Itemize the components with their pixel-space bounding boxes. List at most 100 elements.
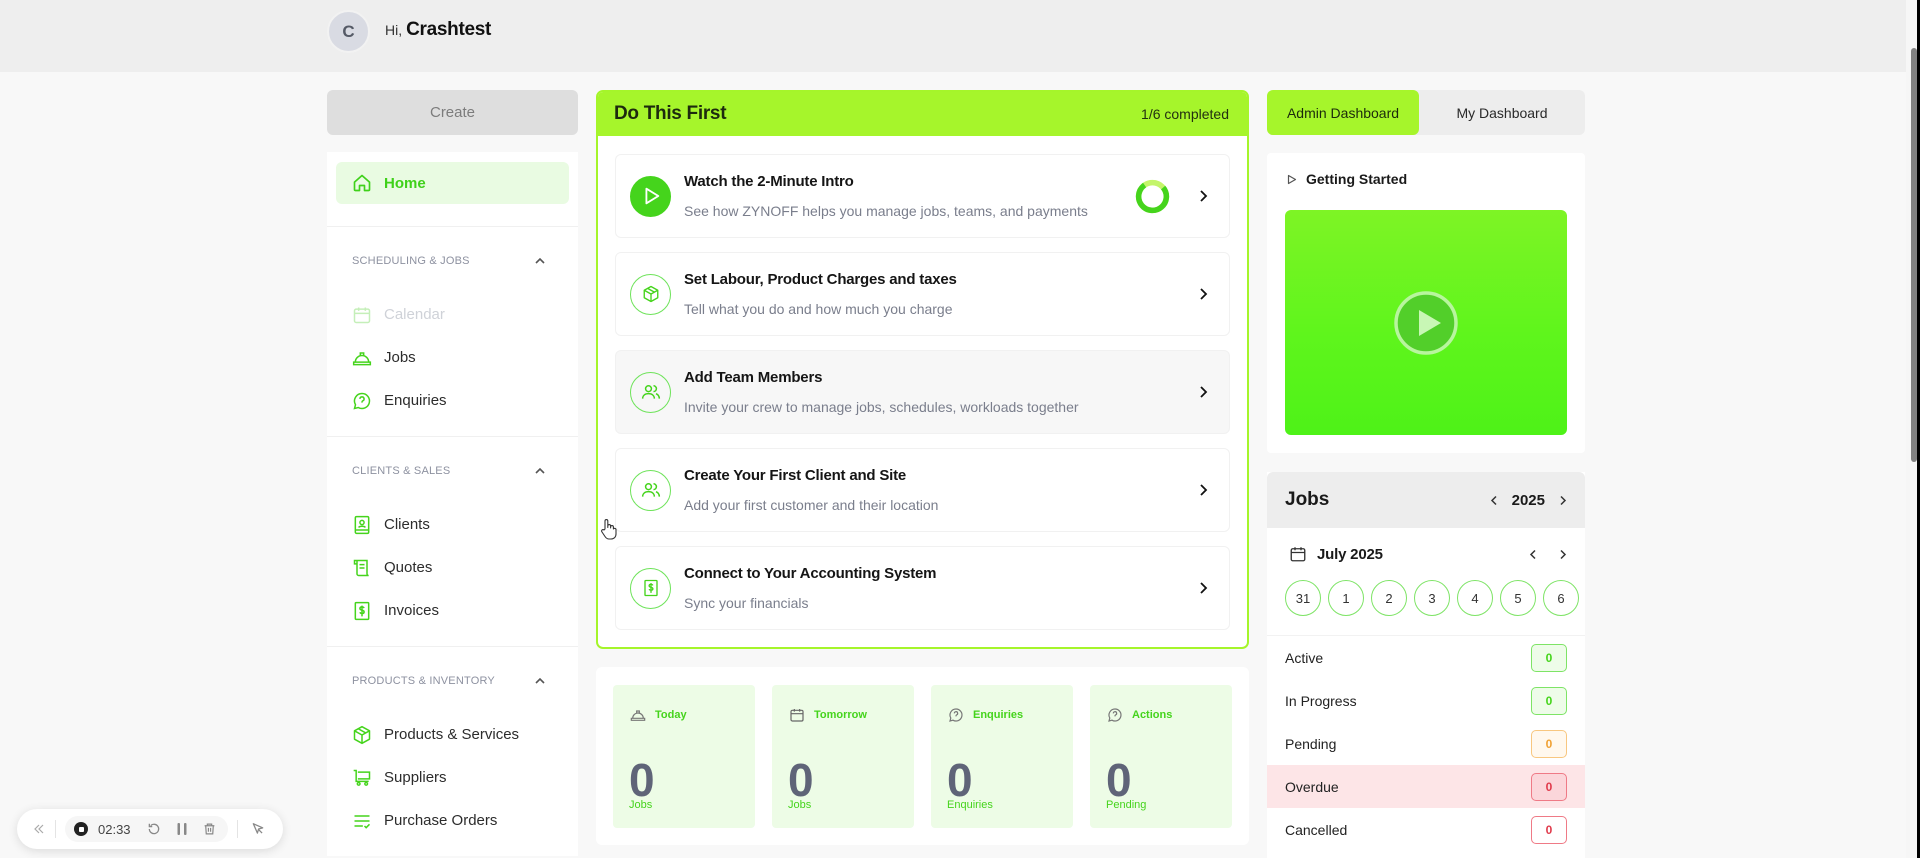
hard-hat-icon <box>630 710 646 721</box>
sidebar-section-products: PRODUCTS & INVENTORY Products & Services… <box>327 647 578 856</box>
stat-card-actions[interactable]: Actions 0 Pending <box>1090 685 1232 828</box>
status-row-active[interactable]: Active 0 <box>1267 636 1585 679</box>
section-toggle[interactable]: SCHEDULING & JOBS <box>336 249 569 273</box>
sidebar-section-clients: CLIENTS & SALES Clients Quotes Invoice <box>327 437 578 647</box>
chevron-up-icon <box>535 257 545 264</box>
sidebar-item-home[interactable]: Home <box>336 162 569 204</box>
status-label: Cancelled <box>1285 821 1348 838</box>
stat-value: 0 <box>1106 754 1132 806</box>
list-check-icon <box>352 811 372 831</box>
tab-admin-dashboard[interactable]: Admin Dashboard <box>1267 90 1419 135</box>
section-title: PRODUCTS & INVENTORY <box>352 675 495 687</box>
sidebar-item-invoices[interactable]: Invoices <box>336 589 569 632</box>
play-button-icon[interactable] <box>1393 290 1459 356</box>
divider <box>236 820 238 838</box>
sidebar-item-products-services[interactable]: Products & Services <box>336 713 569 756</box>
section-title: CLIENTS & SALES <box>352 465 451 477</box>
status-row-pending[interactable]: Pending 0 <box>1267 722 1585 765</box>
day-button[interactable]: 2 <box>1371 580 1407 616</box>
task-title: Create Your First Client and Site <box>684 467 907 484</box>
task-subtitle: Add your first customer and their locati… <box>684 497 939 513</box>
status-row-overdue[interactable]: Overdue 0 <box>1267 765 1585 808</box>
task-title: Set Labour, Product Charges and taxes <box>684 271 957 288</box>
section-toggle[interactable]: PRODUCTS & INVENTORY <box>336 669 569 693</box>
status-count-badge: 0 <box>1531 815 1567 844</box>
pointer-tool-button[interactable] <box>249 820 267 838</box>
stat-value: 0 <box>629 754 655 806</box>
sidebar-item-suppliers[interactable]: Suppliers <box>336 756 569 799</box>
status-row-in-progress[interactable]: In Progress 0 <box>1267 679 1585 722</box>
task-set-charges[interactable]: Set Labour, Product Charges and taxes Te… <box>615 252 1230 336</box>
task-add-team[interactable]: Add Team Members Invite your crew to man… <box>615 350 1230 434</box>
restart-icon <box>148 823 159 835</box>
task-subtitle: Tell what you do and how much you charge <box>684 301 953 317</box>
section-toggle[interactable]: CLIENTS & SALES <box>336 459 569 483</box>
sidebar-item-label: Calendar <box>384 306 445 323</box>
chevron-right-icon <box>1200 288 1208 300</box>
sidebar-item-calendar[interactable]: Calendar <box>336 293 569 336</box>
chevron-left-icon <box>1490 495 1497 505</box>
chevron-right-icon <box>1560 495 1567 505</box>
box-icon <box>352 725 372 745</box>
task-title: Connect to Your Accounting System <box>684 565 937 582</box>
stop-recording-button[interactable] <box>74 822 88 836</box>
day-button[interactable]: 31 <box>1285 580 1321 616</box>
sidebar-section-scheduling: SCHEDULING & JOBS Calendar Jobs Enquir <box>327 227 578 437</box>
top-header: C Hi, Crashtest <box>0 0 1910 72</box>
progress-ring-icon <box>1135 179 1170 213</box>
hard-hat-icon <box>352 348 372 368</box>
avatar[interactable]: C <box>327 10 370 53</box>
day-button[interactable]: 6 <box>1543 580 1579 616</box>
intro-video-player[interactable] <box>1285 210 1567 435</box>
week-day-strip: 31 1 2 3 4 5 6 <box>1267 580 1585 618</box>
dashboard-tabs: Admin Dashboard My Dashboard <box>1267 90 1585 135</box>
pause-button[interactable] <box>173 820 191 838</box>
calendar-icon <box>790 709 804 722</box>
stat-card-today[interactable]: Today 0 Jobs <box>613 685 755 828</box>
stat-card-enquiries[interactable]: Enquiries 0 Enquiries <box>931 685 1073 828</box>
status-label: Overdue <box>1285 778 1339 795</box>
scrollbar-thumb[interactable] <box>1911 48 1917 462</box>
next-month-button[interactable] <box>1558 548 1568 560</box>
sidebar-item-purchase-orders[interactable]: Purchase Orders <box>336 799 569 842</box>
stat-unit: Enquiries <box>947 799 993 811</box>
status-label: In Progress <box>1285 692 1357 709</box>
day-button[interactable]: 4 <box>1457 580 1493 616</box>
day-button[interactable]: 3 <box>1414 580 1450 616</box>
sidebar-item-quotes[interactable]: Quotes <box>336 546 569 589</box>
month-navigator: July 2025 <box>1267 528 1585 580</box>
create-button[interactable]: Create <box>327 90 578 135</box>
day-button[interactable]: 1 <box>1328 580 1364 616</box>
double-chevron-left-icon <box>34 824 44 833</box>
year-value: 2025 <box>1511 491 1545 509</box>
status-label: Pending <box>1285 735 1337 752</box>
restart-button[interactable] <box>145 820 163 838</box>
sidebar-nav: Home SCHEDULING & JOBS Calendar Jobs <box>327 152 578 856</box>
getting-started-header[interactable]: Getting Started <box>1287 171 1407 187</box>
prev-month-button[interactable] <box>1528 548 1538 560</box>
day-button[interactable]: 5 <box>1500 580 1536 616</box>
users-icon <box>630 371 671 413</box>
sidebar-item-label: Jobs <box>384 349 416 366</box>
recording-timer: 02:33 <box>98 821 131 837</box>
task-create-client[interactable]: Create Your First Client and Site Add yo… <box>615 448 1230 532</box>
sidebar-item-clients[interactable]: Clients <box>336 503 569 546</box>
sidebar-item-enquiries[interactable]: Enquiries <box>336 379 569 422</box>
tab-my-dashboard[interactable]: My Dashboard <box>1456 104 1548 121</box>
divider <box>55 820 56 838</box>
next-year-button[interactable] <box>1558 494 1568 506</box>
task-subtitle: Sync your financials <box>684 595 809 611</box>
sidebar-item-label: Clients <box>384 516 430 533</box>
year-navigator: 2025 <box>1489 492 1568 509</box>
stat-card-tomorrow[interactable]: Tomorrow 0 Jobs <box>772 685 914 828</box>
status-row-cancelled[interactable]: Cancelled 0 <box>1267 808 1585 851</box>
prev-year-button[interactable] <box>1489 494 1499 506</box>
dollar-bill-icon <box>630 567 671 609</box>
task-connect-accounting[interactable]: Connect to Your Accounting System Sync y… <box>615 546 1230 630</box>
contact-book-icon <box>352 515 372 535</box>
sidebar-item-jobs[interactable]: Jobs <box>336 336 569 379</box>
collapse-button[interactable] <box>33 822 55 837</box>
task-watch-intro[interactable]: Watch the 2-Minute Intro See how ZYNOFF … <box>615 154 1230 238</box>
sidebar: Create Home SCHEDULING & JOBS Calendar <box>327 90 578 856</box>
delete-button[interactable] <box>201 820 219 838</box>
